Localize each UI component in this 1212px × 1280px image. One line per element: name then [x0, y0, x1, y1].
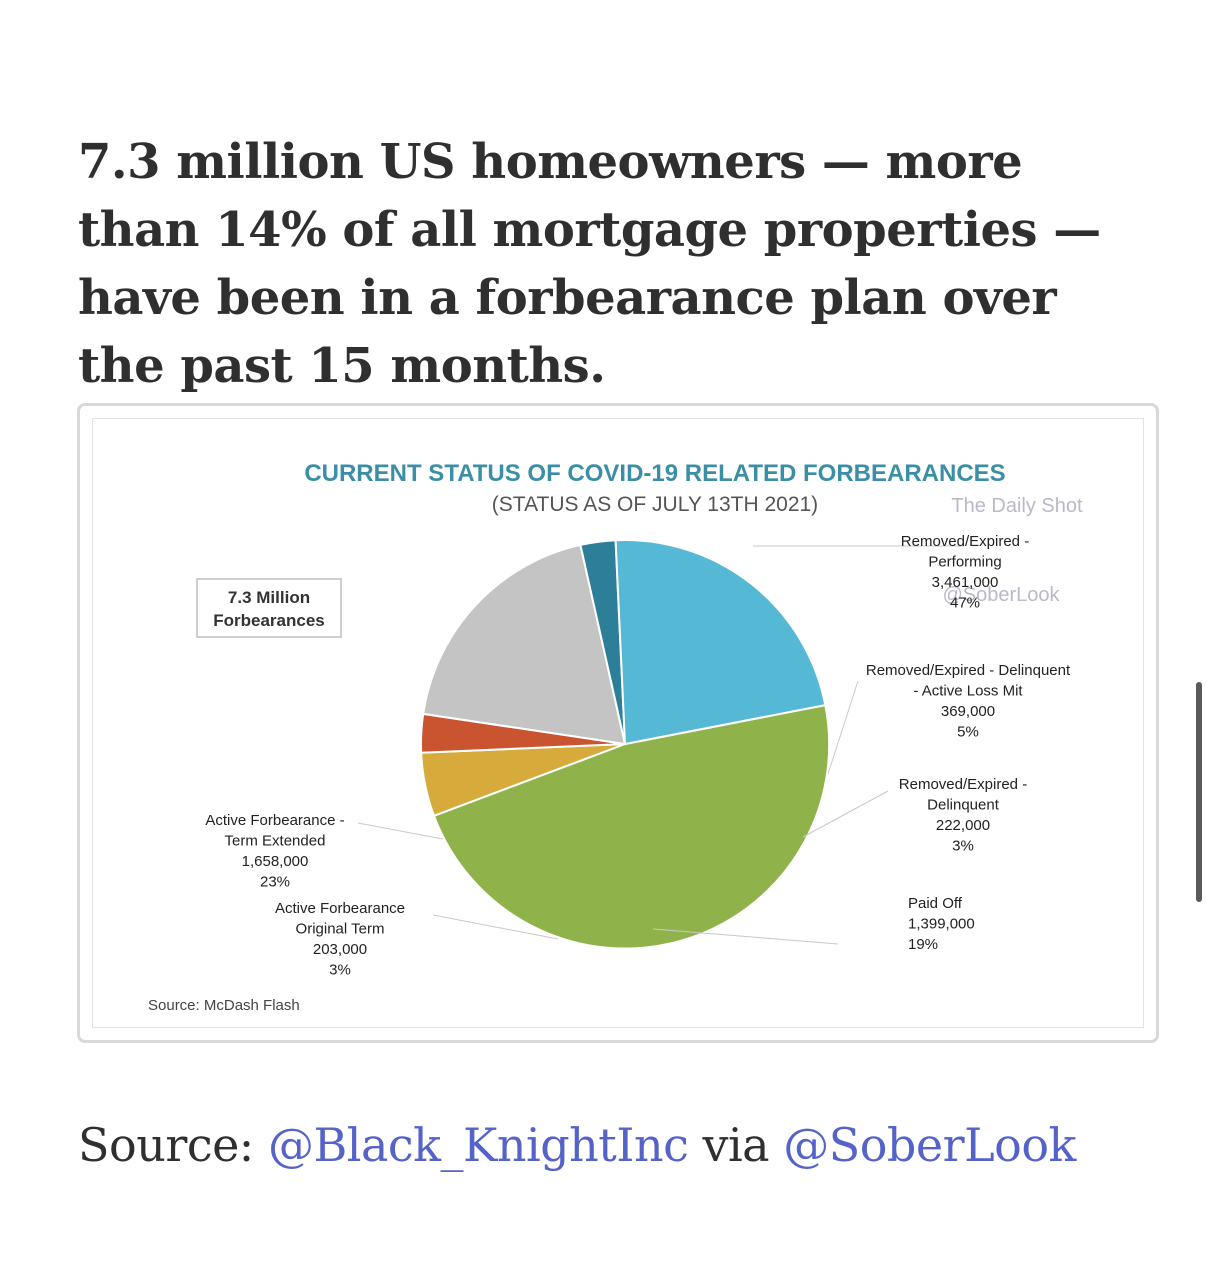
soberlook-link[interactable]: @SoberLook	[783, 1118, 1076, 1172]
black-knight-link[interactable]: @Black_KnightInc	[267, 1118, 689, 1172]
leader-line-2	[802, 790, 889, 838]
slice-label-5-line-3: 23%	[260, 874, 290, 891]
slice-label-1-line-3: 5%	[957, 724, 979, 741]
slice-label-1-line-1: - Active Loss Mit	[913, 683, 1023, 700]
chart-panel: CURRENT STATUS OF COVID-19 RELATED FORBE…	[92, 418, 1144, 1028]
headline: 7.3 million US homeowners — more than 14…	[78, 134, 1101, 394]
source-prefix: Source:	[78, 1118, 268, 1172]
callout-box	[196, 578, 342, 638]
watermark-daily-shot: The Daily Shot	[951, 495, 1083, 517]
pie-chart: CURRENT STATUS OF COVID-19 RELATED FORBE…	[148, 460, 1083, 1014]
leader-line-3	[652, 928, 839, 945]
slice-label-2-line-0: Removed/Expired -	[899, 776, 1027, 793]
scrollbar[interactable]	[1196, 682, 1202, 902]
pie-slices	[420, 538, 831, 950]
callout-box-line-1: 7.3 Million	[228, 588, 310, 607]
slice-label-3-line-1: 1,399,000	[908, 916, 975, 933]
leader-line-1	[827, 680, 859, 775]
pie-slice-0	[432, 703, 831, 950]
pie-slice-3	[422, 543, 627, 746]
slice-label-0-line-3: 47%	[950, 595, 980, 612]
slice-label-3-line-0: Paid Off	[908, 895, 963, 912]
slice-label-4-line-2: 203,000	[313, 941, 367, 958]
slice-label-5-line-0: Active Forbearance -	[205, 812, 344, 829]
slice-label-5-line-2: 1,658,000	[242, 853, 309, 870]
leader-lines	[357, 545, 965, 945]
chart-title: CURRENT STATUS OF COVID-19 RELATED FORBE…	[304, 460, 1005, 487]
chart-image-frame: CURRENT STATUS OF COVID-19 RELATED FORBE…	[77, 403, 1159, 1043]
slice-labels: Removed/Expired - Performing 3,461,000 47% R…	[205, 533, 1071, 979]
chart-subtitle: (STATUS AS OF JULY 13TH 2021)	[492, 493, 818, 516]
source-line: Source: @Black_KnightInc via @SoberLook	[78, 1118, 1076, 1172]
slice-label-2-line-1: Delinquent	[927, 797, 1000, 814]
slice-label-1-line-2: 369,000	[941, 703, 995, 720]
slice-label-3-line-2: 19%	[908, 936, 938, 953]
callout-box-line-2: Forbearances	[213, 611, 325, 630]
slice-label-2-line-2: 222,000	[936, 817, 990, 834]
pie-slice-5	[614, 538, 827, 746]
slice-label-4-line-0: Active Forbearance	[275, 900, 405, 917]
slice-label-5-line-1: Term Extended	[225, 833, 326, 850]
slice-label-0-line-2: 3,461,000	[932, 574, 999, 591]
watermark-soberlook: @SoberLook	[942, 584, 1060, 606]
slice-label-1-line-0: Removed/Expired - Delinquent	[866, 662, 1071, 679]
source-via: via	[688, 1118, 784, 1172]
slice-label-4-line-3: 3%	[329, 962, 351, 979]
slice-label-4-line-1: Original Term	[296, 921, 385, 938]
chart-source-note: Source: McDash Flash	[148, 997, 300, 1014]
leader-line-4	[432, 914, 559, 940]
slice-label-0-line-1: Performing	[928, 554, 1001, 571]
slice-label-2-line-3: 3%	[952, 838, 974, 855]
slice-label-0-line-0: Removed/Expired -	[901, 533, 1029, 550]
leader-line-5	[357, 822, 444, 840]
